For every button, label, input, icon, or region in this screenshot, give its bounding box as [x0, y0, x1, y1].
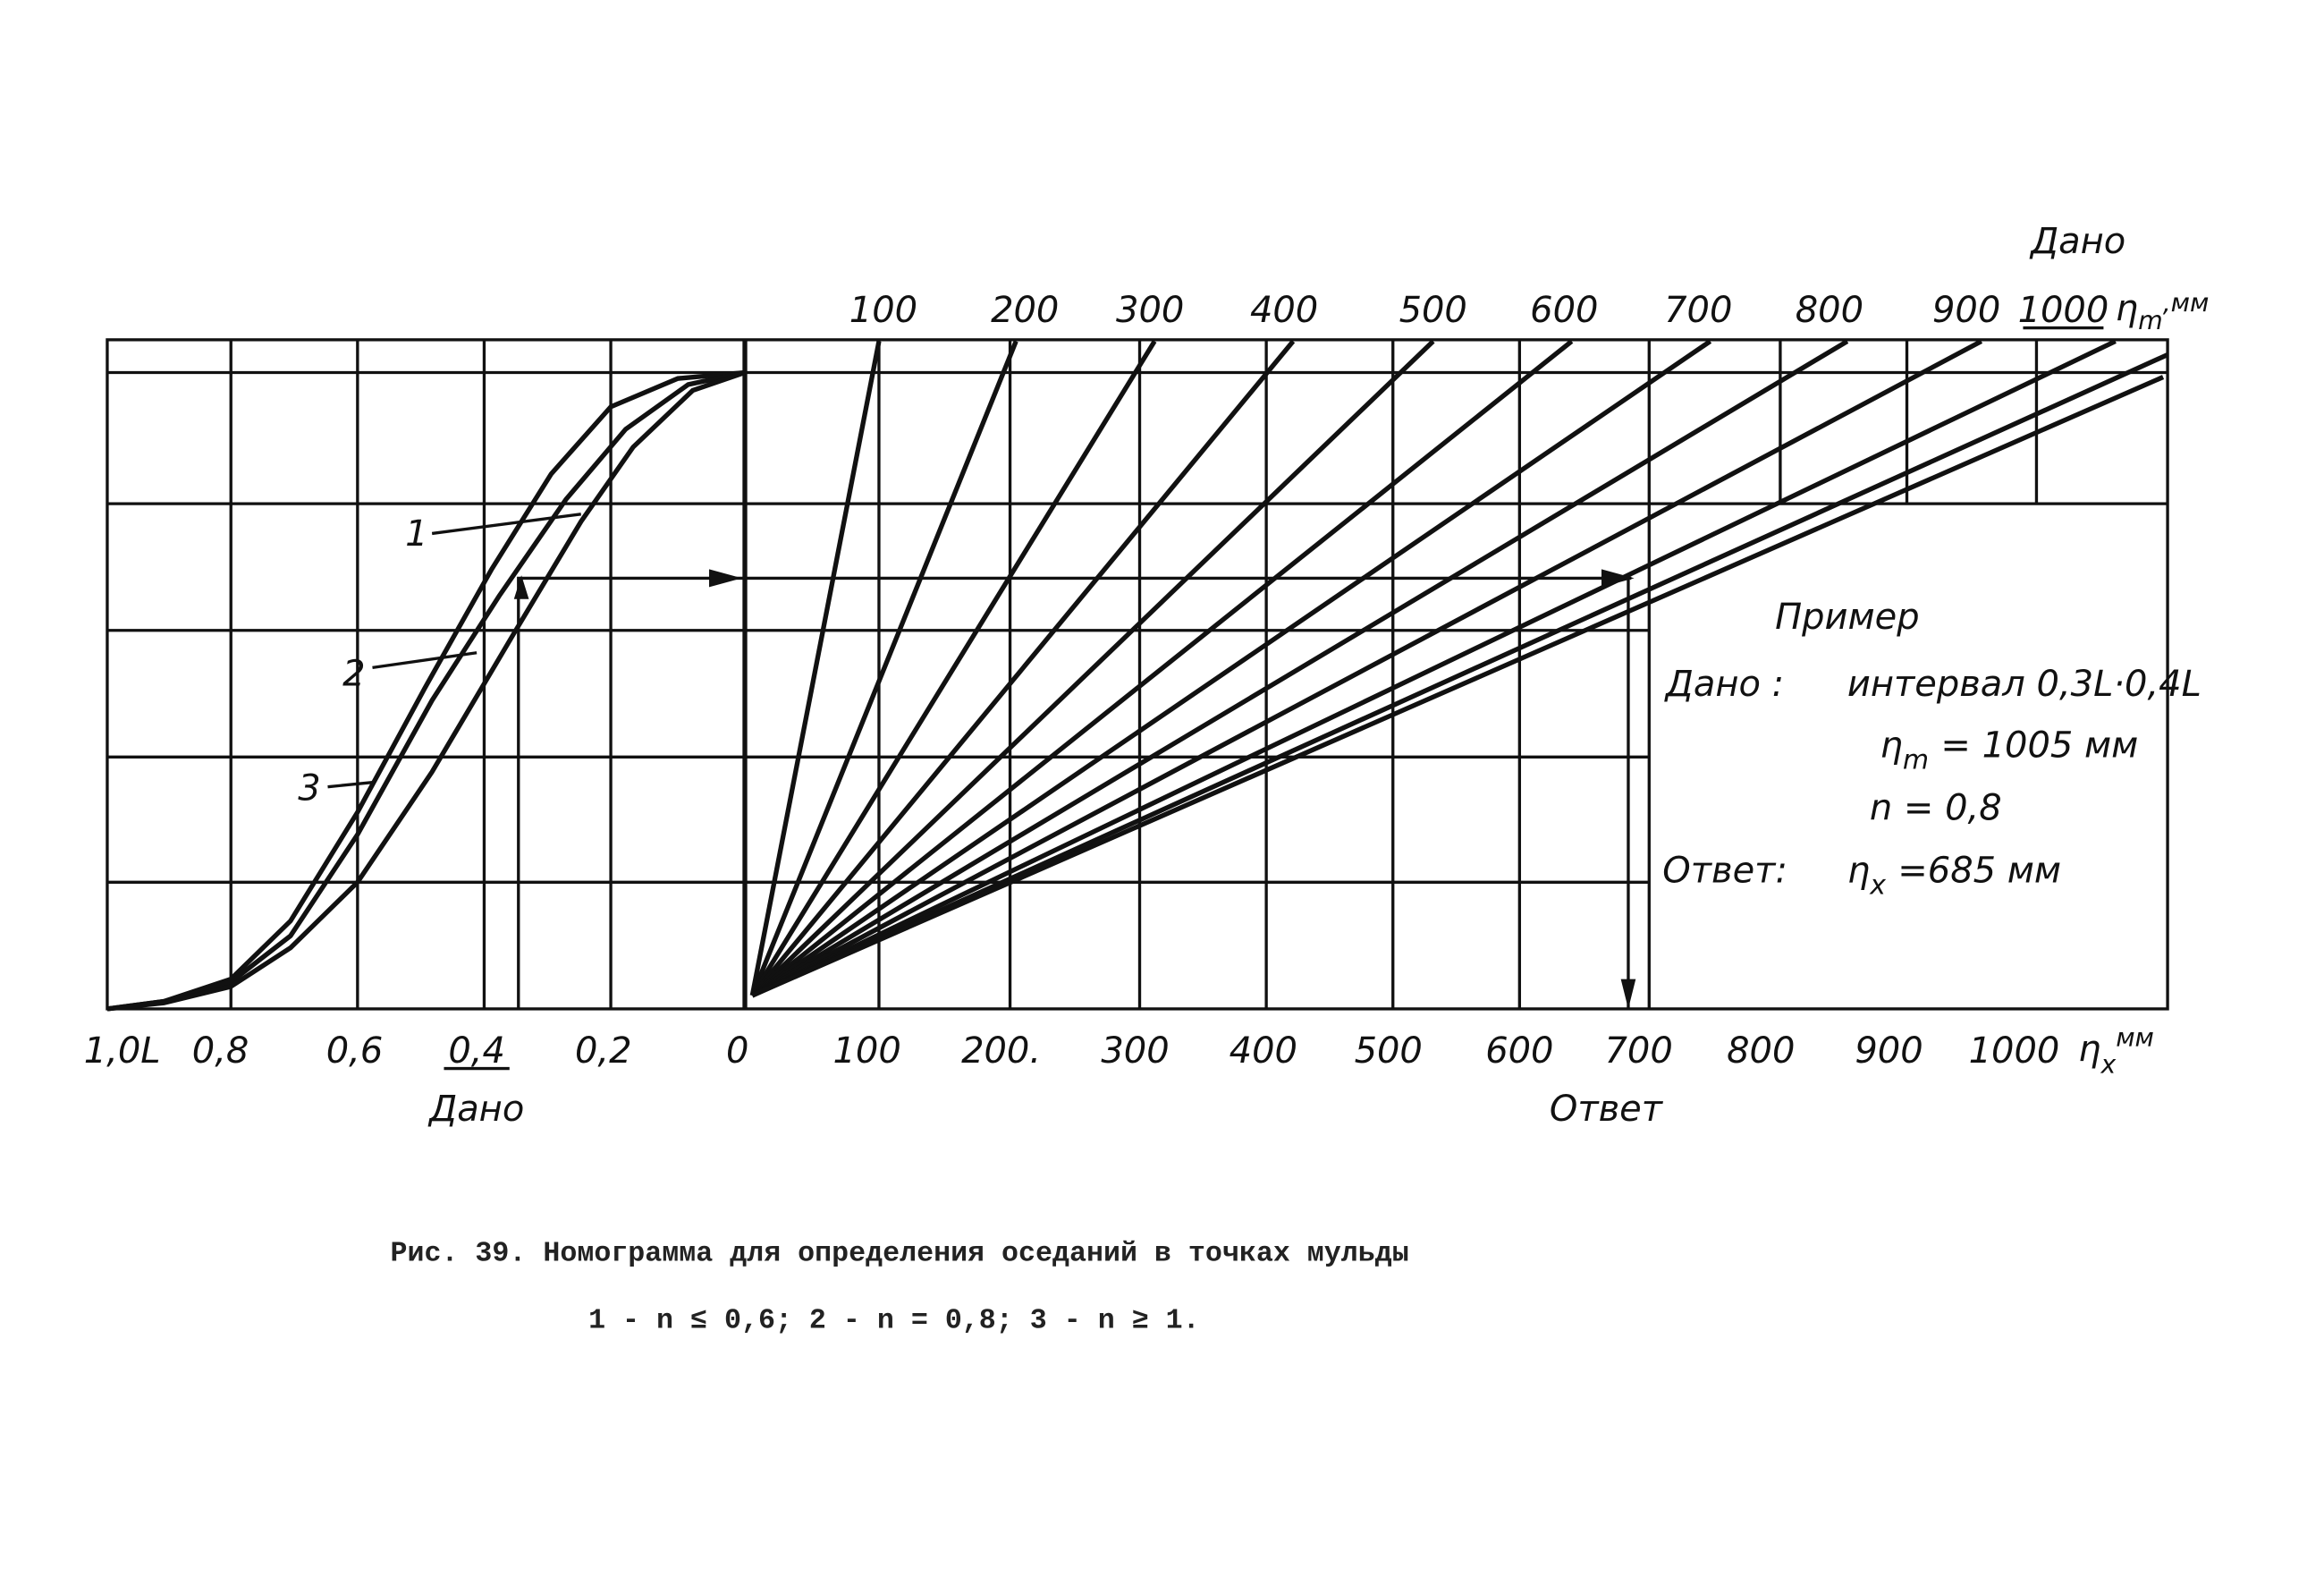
example-answer: Ответ: — [1662, 850, 1787, 891]
top-tick-label: 100 — [849, 290, 917, 331]
caption-line-2: 1 - n ≤ 0,6; 2 - n = 0,8; 3 - n ≥ 1. — [588, 1304, 1200, 1336]
bottom-axis-unit: ηxмм — [2078, 1023, 2154, 1080]
ray — [751, 375, 2165, 998]
top-axis-label: Дано — [2029, 221, 2125, 262]
top-tick-label: 1000 — [2018, 290, 2109, 331]
top-tick-label: 300 — [1116, 290, 1184, 331]
left-tick-label: 0,6 — [326, 1030, 384, 1072]
example-block: Пример Дано : интервал 0,3L·0,4L ηm = 100… — [1662, 597, 2201, 902]
curve-label: 3 — [298, 768, 320, 809]
top-tick-label: 900 — [1932, 290, 2000, 331]
ray — [749, 340, 1018, 996]
top-axis-unit: ηm,мм — [2116, 288, 2210, 335]
curve-3 — [106, 369, 746, 1012]
ray — [750, 340, 1157, 997]
bottom-tick-label: 900 — [1855, 1030, 1923, 1072]
top-tick-label: 800 — [1796, 290, 1863, 331]
bottom-tick-label: 100 — [832, 1030, 900, 1072]
bottom-tick-label: 600 — [1485, 1030, 1553, 1072]
grid — [106, 338, 2169, 1011]
leader-lines — [327, 513, 581, 789]
bottom-tick-label: 1000 — [1969, 1030, 2060, 1072]
left-tick-label: 0,8 — [192, 1030, 249, 1072]
symbol: η — [1847, 850, 1870, 891]
bottom-tick-label: 500 — [1355, 1030, 1423, 1072]
top-tick-label: 700 — [1664, 290, 1732, 331]
ray — [750, 339, 1574, 997]
left-tick-label: 0,4 — [448, 1030, 505, 1072]
ray — [750, 339, 1435, 997]
example-eta-x: ηx =685 мм — [1847, 850, 2061, 901]
unit-suffix: мм — [2116, 1023, 2154, 1053]
caption-line-1: Рис. 39. Номограмма для определения осед… — [390, 1237, 1408, 1269]
arrowheads — [513, 569, 1636, 1009]
value: =685 мм — [1897, 850, 2061, 891]
bottom-tick-label: 700 — [1604, 1030, 1672, 1072]
curve-2 — [106, 369, 746, 1012]
left-tick-label: 0,2 — [575, 1030, 632, 1072]
ray — [750, 339, 1296, 997]
unit-suffix: ,мм — [2163, 288, 2210, 318]
bottom-tick-label: 400 — [1230, 1030, 1297, 1072]
bottom-tick-label: 300 — [1101, 1030, 1169, 1072]
symbol: η — [1880, 725, 1903, 766]
bottom-axis-label: Ответ — [1550, 1089, 1664, 1130]
top-tick-label: 600 — [1530, 290, 1598, 331]
bottom-tick-label: 200. — [961, 1030, 1041, 1072]
example-n: n = 0,8 — [1870, 787, 2002, 828]
example-path — [517, 576, 1632, 1009]
example-eta-m: ηm = 1005 мм — [1880, 725, 2139, 776]
example-given: Дано : — [1664, 664, 1784, 705]
example-title: Пример — [1775, 597, 1920, 638]
ray — [751, 339, 2117, 998]
left-tick-label: 0 — [726, 1030, 748, 1072]
unit-symbol: η — [2078, 1029, 2100, 1070]
top-tick-label: 400 — [1250, 290, 1318, 331]
subscript: x — [1869, 870, 1886, 902]
left-axis-label: Дано — [427, 1089, 524, 1130]
top-tick-label: 500 — [1399, 290, 1467, 331]
unit-subscript: m — [2138, 306, 2163, 335]
curve-label: 1 — [405, 513, 427, 555]
unit-subscript: x — [2100, 1050, 2116, 1080]
subscript: m — [1903, 745, 1929, 776]
ray — [749, 341, 882, 996]
unit-symbol: η — [2116, 288, 2138, 329]
curve-label: 2 — [342, 653, 365, 694]
bottom-tick-label: 800 — [1727, 1030, 1795, 1072]
ray — [750, 339, 1849, 998]
rays — [749, 339, 2169, 998]
left-tick-label: 1,0L — [84, 1030, 161, 1072]
ray — [751, 339, 1983, 998]
ray — [751, 352, 2169, 998]
top-tick-label: 200 — [991, 290, 1059, 331]
ray — [750, 339, 1712, 998]
value: = 1005 мм — [1940, 725, 2138, 766]
frame — [106, 338, 2169, 1011]
curve-1 — [106, 369, 746, 1012]
example-interval: интервал 0,3L·0,4L — [1847, 664, 2201, 705]
